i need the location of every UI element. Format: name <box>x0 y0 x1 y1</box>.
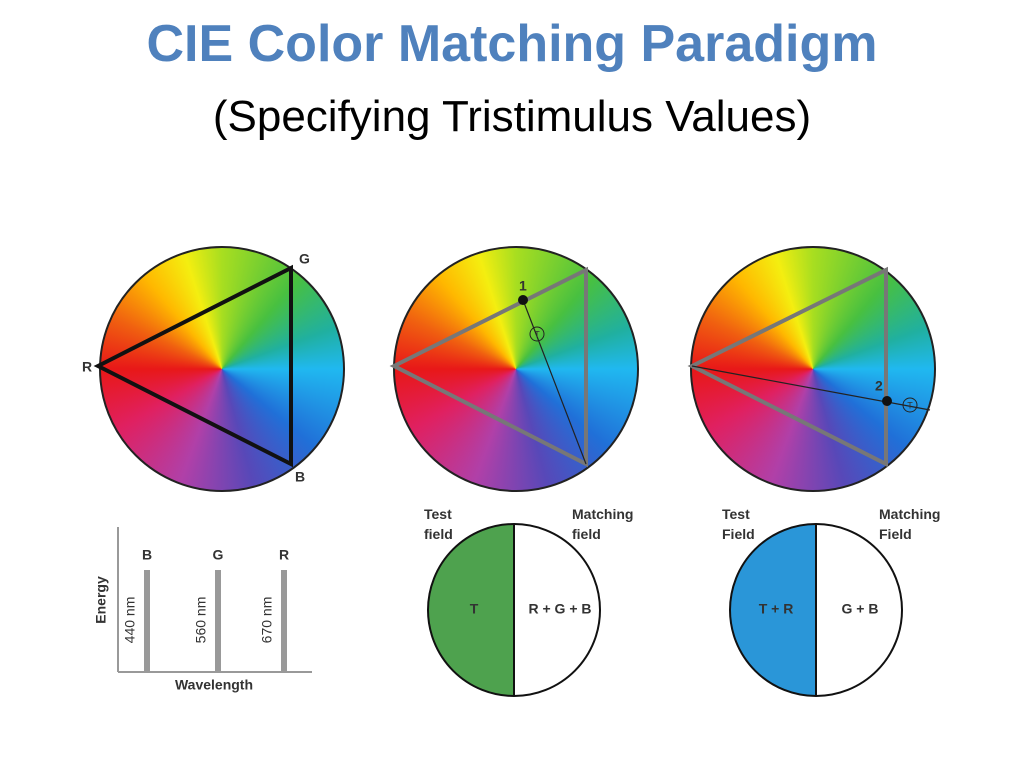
test-field <box>428 524 514 696</box>
label: Matching field <box>572 506 633 542</box>
line <box>522 299 587 465</box>
label: R <box>279 547 289 563</box>
label: R <box>82 359 92 375</box>
label: 2 <box>875 378 883 394</box>
primary-line <box>215 570 221 672</box>
label: Test Field <box>722 506 755 542</box>
point <box>882 396 892 406</box>
label: 560 nm <box>193 597 209 644</box>
primary-line <box>281 570 287 672</box>
label: T + R <box>759 601 794 617</box>
line <box>691 365 931 411</box>
title: CIE Color Matching Paradigm <box>146 15 878 73</box>
label: R + G + B <box>528 601 591 617</box>
label: Test field <box>424 506 453 542</box>
label: T <box>907 400 913 410</box>
triangle <box>389 266 588 468</box>
color-wheel <box>690 246 936 492</box>
label: B <box>142 547 152 563</box>
test-marker <box>902 397 918 413</box>
label: 1 <box>519 278 527 294</box>
test-field <box>730 524 816 696</box>
label: B <box>295 469 305 485</box>
label: T <box>470 601 479 617</box>
label: Wavelength <box>175 677 253 693</box>
label: Energy <box>93 576 109 624</box>
triangle <box>93 264 293 468</box>
subtitle: (Specifying Tristimulus Values) <box>212 92 812 141</box>
color-wheel <box>393 246 639 492</box>
label: 670 nm <box>259 597 275 644</box>
label: G <box>299 251 310 267</box>
point <box>518 295 528 305</box>
triangle <box>687 266 888 468</box>
label: 440 nm <box>122 597 138 644</box>
test-marker <box>529 326 545 342</box>
primary-line <box>144 570 150 672</box>
label: T <box>534 329 540 339</box>
label: Matching Field <box>879 506 940 542</box>
label: G + B <box>842 601 879 617</box>
label: G <box>213 547 224 563</box>
